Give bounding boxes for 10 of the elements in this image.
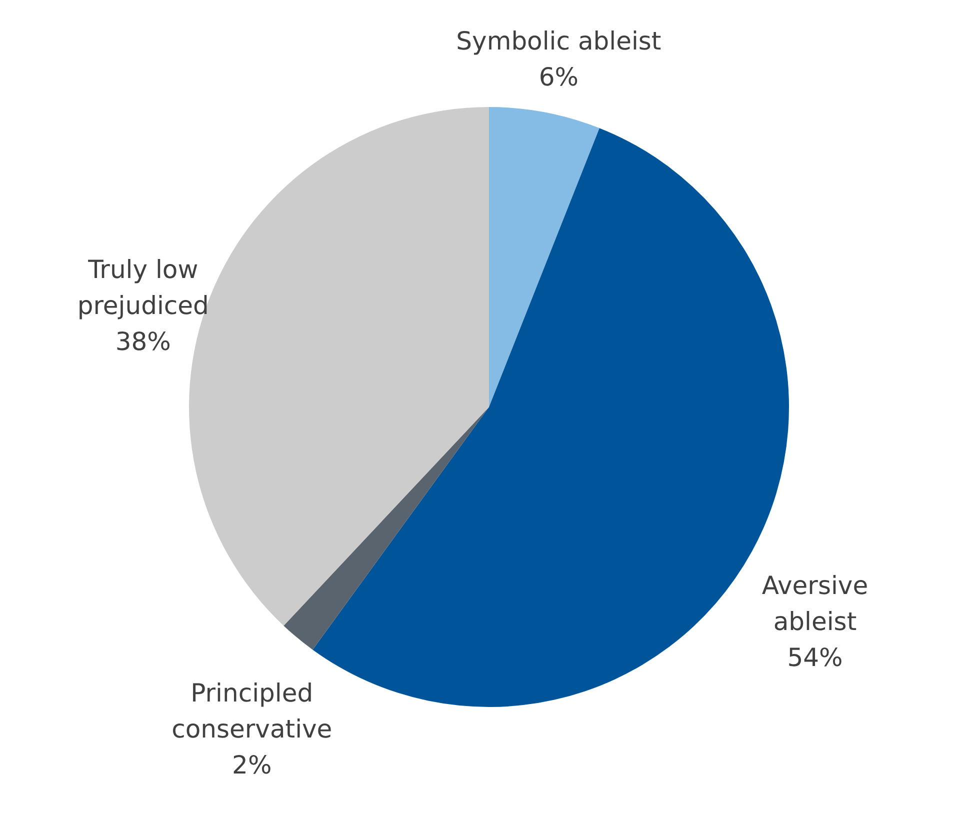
data-label: 54% bbox=[787, 643, 843, 672]
slice-label: Principled conservative bbox=[172, 678, 332, 744]
data-label: 2% bbox=[232, 750, 272, 780]
slice-label: Symbolic ableist bbox=[456, 26, 662, 56]
data-label: 6% bbox=[538, 62, 579, 92]
slice-label: Truly low prejudiced bbox=[77, 255, 209, 320]
data-label: 38% bbox=[115, 327, 171, 356]
slice-label: Aversive ableist bbox=[762, 571, 868, 636]
pie-slice bbox=[489, 107, 600, 407]
pie-slice bbox=[284, 407, 489, 650]
